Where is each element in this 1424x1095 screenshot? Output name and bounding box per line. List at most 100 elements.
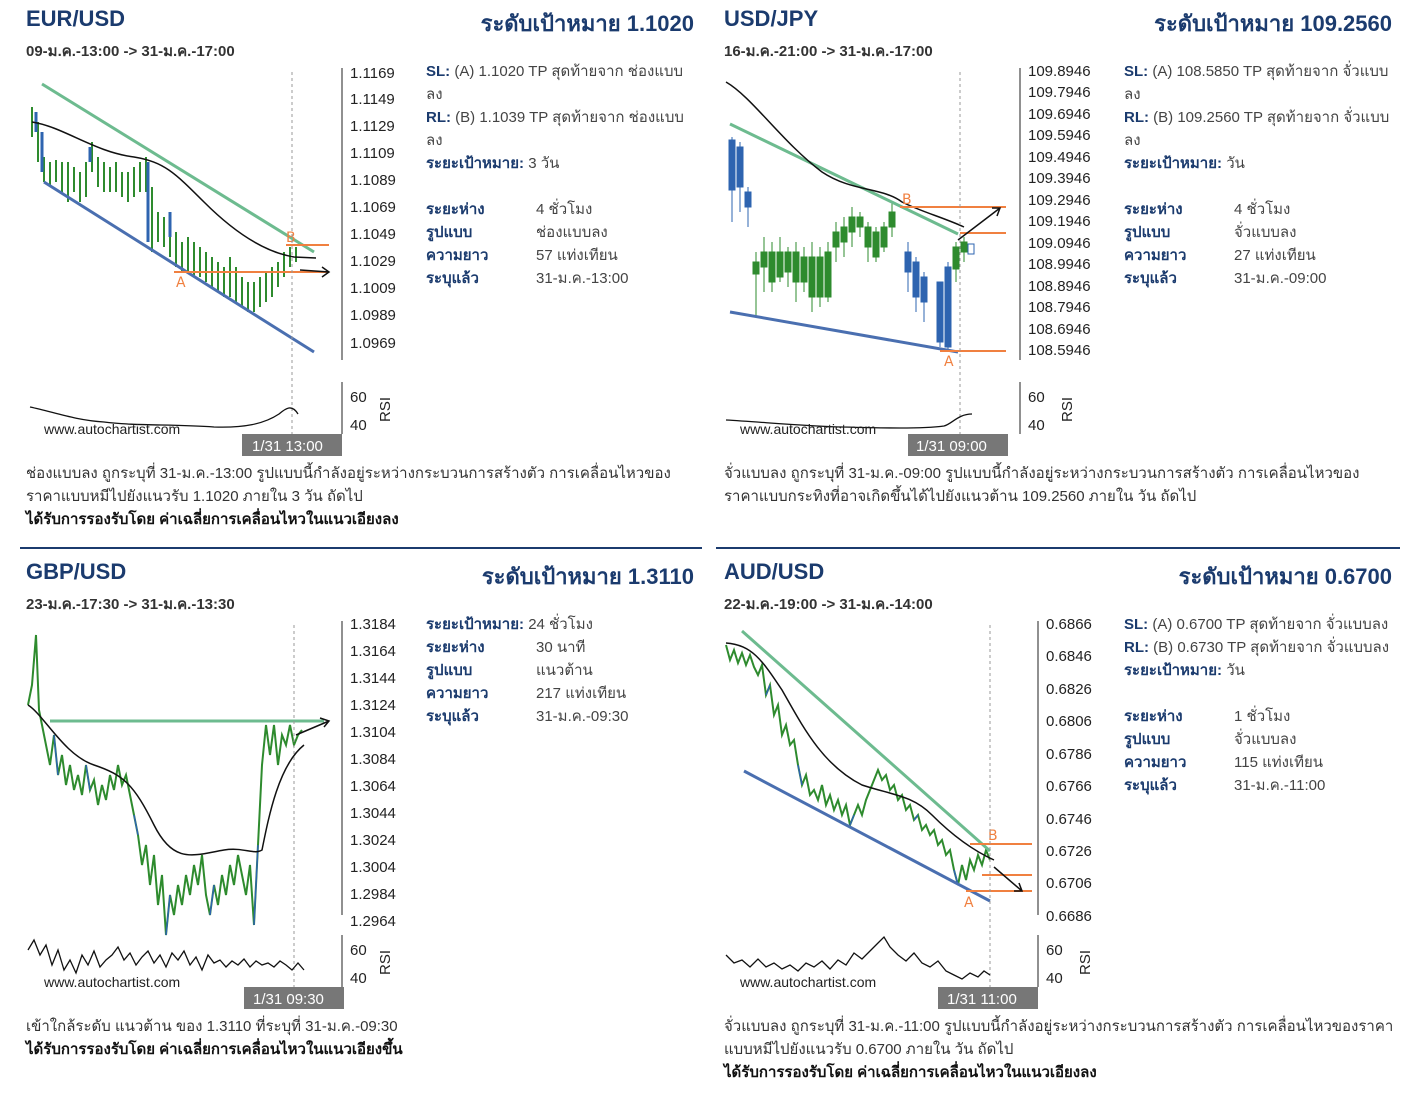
info-box: ระยะเป้าหมาย: 24 ชั่วโมง ระยะห่าง 30 นาที… (426, 616, 629, 725)
svg-text:109.4946: 109.4946 (1028, 149, 1091, 166)
symbol-title[interactable]: EUR/USD (26, 6, 126, 31)
target-level: ระดับเป้าหมาย 1.1020 (480, 11, 694, 36)
svg-text:RSI: RSI (377, 397, 394, 422)
svg-text:108.5946: 108.5946 (1028, 342, 1091, 359)
moving-average (725, 81, 965, 228)
triangle-lower (743, 769, 991, 903)
panel-gbpusd: GBP/USD ระดับเป้าหมาย 1.3110 23-ม.ค.-17:… (20, 555, 700, 1095)
svg-text:109.5946: 109.5946 (1028, 127, 1091, 144)
svg-text:1.3024: 1.3024 (350, 832, 396, 849)
svg-text:60: 60 (350, 389, 367, 406)
svg-text:108.9946: 108.9946 (1028, 256, 1091, 273)
separator (20, 547, 702, 549)
support-note: ได้รับการรองรับโดย ค่าเฉลี่ยการเคลื่อนไห… (26, 511, 399, 528)
svg-text:1.1129: 1.1129 (350, 118, 395, 135)
price-chart[interactable]: 1.3184 1.3164 1.3144 1.3124 1.3104 1.308… (24, 615, 424, 1015)
svg-text:109.3946: 109.3946 (1028, 170, 1091, 187)
svg-text:1.1069: 1.1069 (350, 199, 396, 216)
candles (728, 137, 975, 352)
point-b-label: B (988, 828, 998, 844)
svg-text:40: 40 (1028, 417, 1045, 434)
svg-text:1.1089: 1.1089 (350, 172, 396, 189)
svg-text:109.1946: 109.1946 (1028, 213, 1091, 230)
rsi-axis-labels: 60 40 RSI (350, 389, 394, 434)
svg-text:1.3144: 1.3144 (350, 670, 396, 687)
price-chart[interactable]: A B 1.1169 1.1149 1.1129 1.1109 1.1089 1… (24, 62, 424, 462)
svg-text:109.0946: 109.0946 (1028, 235, 1091, 252)
timestamp-label: 1/31 09:30 (253, 991, 324, 1008)
price-bars-shadow (53, 734, 259, 936)
triangle-upper (729, 122, 959, 236)
svg-text:1.3064: 1.3064 (350, 778, 396, 795)
point-a-label: A (964, 895, 974, 911)
rsi-line (29, 406, 299, 428)
symbol-title[interactable]: AUD/USD (724, 559, 825, 584)
target-level: ระดับเป้าหมาย 1.3110 (481, 564, 694, 589)
svg-text:0.6726: 0.6726 (1046, 843, 1092, 860)
description: จั่วแบบลง ถูกระบุที่ 31-ม.ค.-11:00 รูปแบ… (724, 1018, 1394, 1081)
svg-text:109.7946: 109.7946 (1028, 84, 1091, 101)
svg-text:0.6706: 0.6706 (1046, 875, 1092, 892)
channel-upper (41, 82, 315, 254)
watermark: www.autochartist.com (739, 974, 876, 990)
info-box: SL: (A) 0.6700 TP สุดท้ายจาก จั่วแบบลง R… (1124, 616, 1390, 794)
rsi-axis-labels: 60 40 RSI (1046, 942, 1094, 987)
date-range: 09-ม.ค.-13:00 -> 31-ม.ค.-17:00 (26, 43, 235, 60)
projection-arrow (295, 717, 331, 736)
svg-text:109.2946: 109.2946 (1028, 192, 1091, 209)
symbol-title[interactable]: GBP/USD (26, 559, 127, 584)
info-box: SL: (A) 1.1020 TP สุดท้ายจาก ช่องแบบลง R… (426, 63, 684, 287)
moving-average (725, 642, 995, 861)
timestamp-label: 1/31 13:00 (252, 438, 323, 455)
svg-text:40: 40 (350, 970, 367, 987)
moving-average (27, 704, 305, 856)
point-a-label: A (176, 275, 186, 291)
date-range: 22-ม.ค.-19:00 -> 31-ม.ค.-14:00 (724, 596, 933, 613)
timestamp-badge (938, 987, 1038, 1009)
svg-text:1.1049: 1.1049 (350, 226, 396, 243)
svg-text:0.6806: 0.6806 (1046, 713, 1092, 730)
svg-text:1.1029: 1.1029 (350, 253, 396, 270)
rsi-line (725, 935, 991, 980)
svg-text:RSI: RSI (377, 950, 394, 975)
info-box: SL: (A) 108.5850 TP สุดท้ายจาก จั่วแบบลง… (1124, 63, 1390, 287)
svg-text:60: 60 (1046, 942, 1063, 959)
price-chart[interactable]: A B 0.6866 0.6846 0.6826 0.6806 0.6786 0… (722, 615, 1122, 1015)
projection-arrow (299, 266, 331, 278)
svg-text:1.3084: 1.3084 (350, 751, 396, 768)
svg-text:0.6786: 0.6786 (1046, 746, 1092, 763)
svg-text:1.3104: 1.3104 (350, 724, 396, 741)
date-range: 16-ม.ค.-21:00 -> 31-ม.ค.-17:00 (724, 43, 933, 60)
svg-text:1.2984: 1.2984 (350, 886, 396, 903)
svg-text:1.2964: 1.2964 (350, 913, 396, 930)
point-b-label: B (286, 230, 296, 246)
symbol-title[interactable]: USD/JPY (724, 6, 819, 31)
svg-text:RSI: RSI (1059, 397, 1076, 422)
svg-text:0.6846: 0.6846 (1046, 648, 1092, 665)
svg-text:0.6826: 0.6826 (1046, 681, 1092, 698)
svg-text:40: 40 (1046, 970, 1063, 987)
watermark: www.autochartist.com (739, 421, 876, 437)
point-a-label: A (944, 354, 954, 370)
svg-text:RSI: RSI (1077, 950, 1094, 975)
svg-text:1.1109: 1.1109 (350, 145, 395, 162)
svg-text:60: 60 (1028, 389, 1045, 406)
svg-text:40: 40 (350, 417, 367, 434)
point-b-label: B (902, 192, 912, 208)
price-axis-labels: 109.8946 109.7946 109.6946 109.5946 109.… (1028, 63, 1091, 359)
support-note: ได้รับการรองรับโดย ค่าเฉลี่ยการเคลื่อนไห… (724, 1064, 1097, 1081)
triangle-lower (729, 310, 959, 354)
svg-text:0.6686: 0.6686 (1046, 908, 1092, 925)
svg-text:108.7946: 108.7946 (1028, 299, 1091, 316)
svg-text:1.3184: 1.3184 (350, 616, 396, 633)
description: ช่องแบบลง ถูกระบุที่ 31-ม.ค.-13:00 รูปแบ… (26, 465, 671, 528)
svg-text:0.6746: 0.6746 (1046, 811, 1092, 828)
price-chart[interactable]: A B 109.8946 109.7946 109.6946 109.5946 … (722, 62, 1122, 462)
description: เข้าใกล้ระดับ แนวต้าน ของ 1.3110 ที่ระบุ… (26, 1018, 403, 1058)
candles (31, 107, 297, 312)
price-axis-labels: 1.1169 1.1149 1.1129 1.1109 1.1089 1.106… (350, 65, 396, 352)
date-range: 23-ม.ค.-17:30 -> 31-ม.ค.-13:30 (26, 596, 235, 613)
triangle-upper (741, 629, 991, 853)
timestamp-label: 1/31 11:00 (947, 991, 1017, 1008)
price-axis-labels: 0.6866 0.6846 0.6826 0.6806 0.6786 0.676… (1046, 616, 1092, 925)
